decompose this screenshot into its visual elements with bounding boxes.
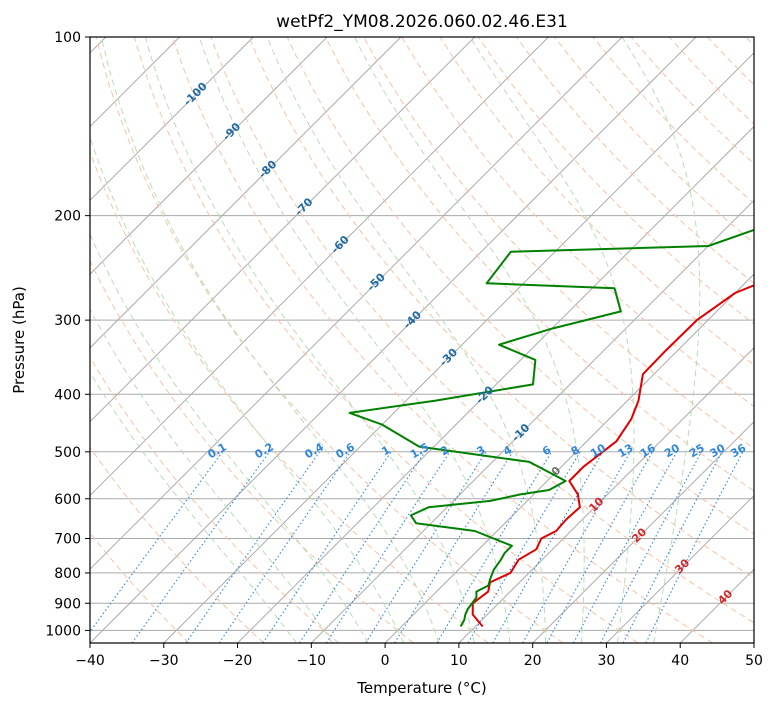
isotherm--90	[90, 37, 328, 275]
moist-adiabat-15	[198, 37, 511, 643]
dry-adiabat-130	[516, 37, 754, 285]
y-tick-label: 800	[54, 566, 81, 582]
isotherm-10	[458, 347, 754, 643]
isotherm--60	[90, 37, 549, 497]
x-tick-label: 20	[524, 653, 542, 669]
dry-adiabat--20	[90, 446, 265, 643]
x-tick-label: 10	[450, 653, 468, 669]
skewed-isotherms	[90, 37, 754, 643]
dry-adiabat-60	[248, 37, 754, 579]
mixing-ratio-line-0.4	[185, 451, 321, 643]
mixing-ratio-line-16	[546, 451, 653, 643]
y-tick-label: 100	[54, 30, 81, 46]
x-axis-label: Temperature (°C)	[356, 679, 486, 697]
x-tick-label: 0	[381, 653, 390, 669]
dry-adiabats	[90, 37, 754, 643]
mixing-ratio-line-3	[365, 451, 487, 643]
isotherm--30	[163, 52, 754, 643]
mixing-ratio-line-36	[645, 451, 744, 643]
moist-adiabat-30	[469, 37, 635, 643]
y-tick-label: 200	[54, 209, 81, 225]
mixing-ratio-line-25	[600, 451, 702, 643]
isotherm-20	[532, 420, 754, 643]
mixing-ratio-line-13	[522, 451, 631, 643]
dry-adiabat--10	[90, 356, 339, 643]
x-axis-ticks: −40 −30 −20 −10 0 10 20 30 40 50	[75, 643, 763, 669]
isotherm--50	[90, 37, 623, 570]
mixing-ratio-lines	[90, 451, 744, 643]
y-tick-label: 700	[54, 532, 81, 548]
y-tick-label: 500	[54, 445, 81, 461]
y-tick-label: 1000	[45, 623, 81, 639]
moist-adiabat-25	[354, 37, 585, 643]
chart-title: wetPf2_YM08.2026.060.02.46.E31	[276, 12, 568, 32]
isotherm-0	[384, 273, 754, 643]
dry-adiabat-0	[90, 259, 414, 643]
moist-adiabats	[90, 37, 701, 643]
moist-adiabat-5	[100, 37, 440, 643]
dry-adiabat-40	[172, 37, 713, 643]
dry-adiabat-20	[95, 37, 564, 643]
x-tick-label: 40	[671, 653, 689, 669]
dry-adiabat-80	[324, 37, 754, 492]
mixing-ratio-line-2	[325, 451, 451, 643]
mixing-ratio-line-0.1	[90, 451, 224, 633]
isotherm--70	[90, 37, 476, 423]
mixing-ratio-line-20	[573, 451, 678, 643]
moist-adiabat-35	[621, 37, 701, 643]
mixing-ratio-line-6	[436, 451, 553, 643]
moist-adiabat-10	[144, 37, 475, 643]
temperature-profile-line	[471, 284, 754, 628]
profile-lines	[348, 228, 754, 628]
y-tick-label: 300	[54, 313, 81, 329]
y-tick-label: 400	[54, 387, 81, 403]
mixing-ratio-line-0.2	[131, 451, 271, 643]
dry-adiabat-70	[286, 37, 754, 535]
dry-adiabat-50	[210, 37, 754, 624]
isotherm--40	[90, 37, 697, 643]
moist-adiabat--15	[90, 371, 297, 643]
x-tick-label: −30	[149, 653, 179, 669]
mixing-ratio-line-1	[262, 451, 392, 643]
mixing-ratio-line-0.6	[218, 451, 351, 643]
mixing-ratio-line-1.5	[299, 451, 426, 643]
y-tick-label: 900	[54, 596, 81, 612]
moist-adiabat--10	[90, 308, 333, 643]
plot-area: 0.1 0.2 0.4 0.6 1 1.5 2 3 4 6 8 10 13 16 20 25 30 36-100-…	[90, 37, 754, 643]
moist-adiabat--5	[90, 233, 369, 643]
isotherm--20	[237, 125, 754, 643]
x-tick-label: −40	[75, 653, 105, 669]
moist-adiabat-20	[266, 37, 547, 643]
isotherm--80	[90, 37, 402, 349]
dewpoint-profile-line	[348, 228, 754, 627]
isotherm-30	[606, 494, 754, 643]
y-tick-label: 600	[54, 492, 81, 508]
dry-adiabat-30	[133, 37, 639, 643]
y-axis-ticks: 1000 900 800 700 600 500 400 300 200 100	[45, 30, 90, 639]
x-tick-label: −10	[297, 653, 327, 669]
dry-adiabat-120	[477, 37, 754, 325]
x-tick-label: 30	[598, 653, 616, 669]
x-tick-label: 50	[745, 653, 763, 669]
plot-frame	[89, 36, 755, 644]
pressure-grid	[90, 37, 754, 631]
isotherm--100	[90, 37, 254, 202]
y-axis-label: Pressure (hPa)	[10, 286, 28, 394]
x-tick-label: −20	[223, 653, 253, 669]
